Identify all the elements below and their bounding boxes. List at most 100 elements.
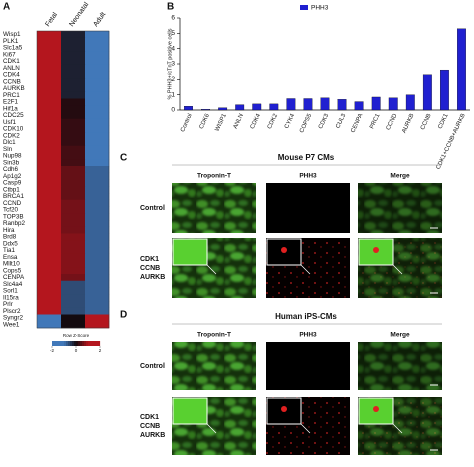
heat-cell [85, 78, 110, 86]
heat-cell [85, 199, 110, 207]
gene-label: Sorl1 [3, 288, 18, 295]
heat-cell [85, 118, 110, 126]
gene-label: PLK1 [3, 38, 19, 45]
heat-cell [85, 321, 110, 329]
micrograph [266, 342, 350, 390]
heat-cell [61, 51, 86, 59]
inset-pointer [206, 264, 217, 275]
x-tick-label: CDK2 [267, 112, 279, 130]
y-tick-label: 6 [171, 15, 175, 22]
colorbar-step [92, 341, 95, 346]
gene-label: Casp9 [3, 180, 22, 187]
gene-label: Il15ra [3, 294, 19, 301]
gene-label: ANLN [3, 65, 20, 72]
gene-label: Ddx5 [3, 240, 18, 247]
heat-cell [85, 125, 110, 133]
heat-cell [37, 307, 62, 315]
panel-label: D [120, 310, 127, 321]
heat-cell [37, 132, 62, 140]
bar [252, 103, 262, 111]
heat-cell [85, 220, 110, 228]
x-tick-label: COPS5 [299, 112, 313, 134]
heat-cell [85, 98, 110, 106]
heat-cell [37, 213, 62, 221]
x-tick-label: CENPA [350, 113, 364, 134]
colorbar-step [70, 341, 73, 346]
heat-cell [85, 294, 110, 302]
gene-label: Brd8 [3, 234, 17, 241]
heat-cell [85, 166, 110, 174]
gene-label: Cops5 [3, 267, 22, 274]
gene-label: CDK2 [3, 132, 20, 139]
heat-cell [37, 321, 62, 329]
heat-cell [61, 58, 86, 66]
heat-cell [61, 301, 86, 309]
heat-cell [37, 220, 62, 228]
heat-cell [37, 58, 62, 66]
colorbar-step [64, 341, 67, 346]
bar [337, 99, 347, 111]
gene-label: Tcf20 [3, 207, 19, 214]
gene-label: Hira [3, 227, 15, 234]
gene-label: Mllt10 [3, 261, 20, 268]
heat-cell [61, 159, 86, 167]
heat-cell [37, 199, 62, 207]
gene-label: CCND [3, 200, 22, 207]
heat-cell [85, 314, 110, 322]
x-tick-label: CCNB [420, 113, 433, 131]
heat-cell [37, 294, 62, 302]
y-axis-title: % PHH3+/cTnT positive cells [167, 28, 173, 99]
heat-cell [61, 233, 86, 241]
colorbar-step [94, 341, 97, 346]
heat-cell [61, 199, 86, 207]
y-tick-label: 3 [171, 61, 175, 68]
heat-cell [85, 44, 110, 52]
heat-cell [61, 240, 86, 248]
heat-cell [85, 240, 110, 248]
heat-cell [85, 132, 110, 140]
overlay [358, 342, 442, 390]
heat-cell [61, 105, 86, 113]
heat-cell [85, 247, 110, 255]
colorbar-step [82, 341, 85, 346]
x-tick-label: CDK4 [250, 112, 262, 130]
y-tick-label: 1 [171, 91, 175, 98]
colorbar-tick-label: 0 [75, 348, 78, 353]
gene-label: E2F1 [3, 99, 19, 106]
gene-label: Slc4a4 [3, 281, 23, 288]
column-label: Fetal [44, 11, 59, 28]
heat-cell [85, 253, 110, 261]
heat-cell [85, 226, 110, 234]
x-tick-label: ANLN [233, 113, 245, 130]
heat-cell [37, 159, 62, 167]
heat-cell [61, 172, 86, 180]
heat-cell [37, 37, 62, 45]
heat-cell [37, 172, 62, 180]
row-label: CCNB [140, 423, 160, 430]
colorbar-step [90, 341, 93, 346]
gene-label: Nup98 [3, 153, 22, 160]
heat-cell [85, 193, 110, 201]
colorbar-step [62, 341, 65, 346]
column-header: Merge [390, 332, 410, 339]
heat-cell [85, 260, 110, 268]
panel-label: C [120, 153, 127, 164]
x-tick-label: CDK6 [199, 112, 211, 130]
heat-cell [37, 287, 62, 295]
colorbar-step [66, 341, 69, 346]
heat-cell [37, 179, 62, 187]
heat-cell [85, 179, 110, 187]
heat-cell [37, 85, 62, 93]
inset-pointer [392, 264, 403, 275]
inset [172, 397, 208, 425]
gene-label: Cdh6 [3, 166, 19, 173]
gene-label: TOP3B [3, 213, 24, 220]
x-tick-label: CDK3 [318, 112, 330, 130]
gene-label: Dlc1 [3, 139, 16, 146]
x-tick-label: CYK4 [284, 112, 296, 129]
heat-cell [85, 274, 110, 282]
gene-label: Hif1a [3, 105, 18, 112]
heat-cell [37, 145, 62, 153]
